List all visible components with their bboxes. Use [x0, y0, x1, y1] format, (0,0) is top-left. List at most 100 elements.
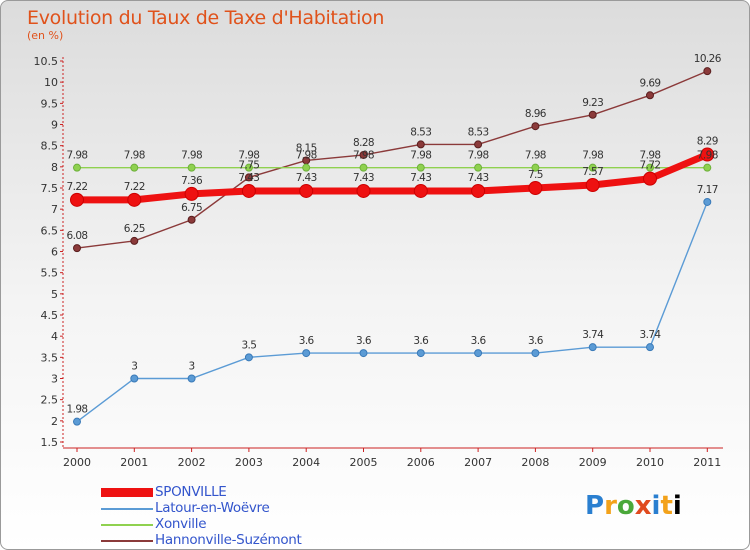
y-tick-label: 4.5: [41, 309, 59, 322]
x-tick-label: 2004: [292, 456, 320, 469]
series-xonville: [73, 163, 712, 172]
data-label: 7.72: [640, 160, 661, 172]
data-label: 3.6: [528, 335, 544, 347]
y-tick-label: 4: [51, 330, 58, 343]
data-point: [302, 163, 311, 172]
data-label: 7.98: [468, 150, 489, 162]
data-point: [703, 197, 712, 206]
data-point: [531, 122, 540, 131]
data-point: [531, 349, 540, 358]
data-point: [73, 244, 81, 253]
data-point: [73, 163, 81, 172]
data-label: 6.08: [67, 230, 88, 242]
legend-label: Latour-en-Woëvre: [155, 500, 270, 516]
data-label: 3.6: [471, 335, 487, 347]
data-label: 8.96: [525, 108, 547, 120]
data-point: [127, 192, 142, 207]
data-label: 6.25: [124, 223, 145, 235]
legend-label: SPONVILLE: [155, 484, 227, 500]
data-point: [474, 140, 483, 149]
data-point: [528, 181, 543, 195]
series-layer: [70, 67, 715, 426]
data-point: [356, 183, 371, 198]
legend-swatch: [101, 488, 153, 497]
x-tick-label: 2008: [521, 456, 549, 469]
data-label: 7.43: [238, 172, 259, 184]
data-label: 7.57: [582, 166, 603, 178]
data-label: 7.5: [528, 169, 543, 181]
data-label: 3.74: [582, 329, 604, 341]
series-line: [76, 201, 708, 423]
data-label: 3: [189, 361, 195, 373]
series-latour-en-wo-vre: [73, 197, 712, 426]
data-label: 7.36: [181, 175, 203, 187]
data-point: [588, 110, 597, 119]
y-tick-label: 2: [51, 415, 58, 428]
y-tick-label: 8.5: [41, 140, 59, 153]
data-label: 1.98: [67, 404, 88, 416]
data-label: 7.43: [410, 172, 431, 184]
data-label: 7.98: [697, 150, 718, 162]
x-tick-label: 2011: [693, 456, 721, 469]
x-tick-label: 2005: [350, 456, 378, 469]
legend-label: Hannonville-Suzémont: [155, 532, 302, 548]
y-tick-label: 2.5: [41, 394, 59, 407]
data-point: [643, 171, 657, 186]
data-label: 8.53: [468, 126, 489, 138]
data-point: [244, 353, 253, 362]
data-label: 7.98: [124, 150, 145, 162]
data-point: [299, 183, 314, 198]
data-point: [474, 163, 483, 172]
data-label: 7.98: [238, 150, 259, 162]
x-tick-label: 2002: [178, 456, 206, 469]
data-point: [646, 343, 654, 352]
y-tick-label: 10.5: [34, 55, 59, 68]
y-tick-label: 5: [51, 288, 58, 301]
data-point: [588, 343, 597, 352]
data-label: 3.6: [299, 335, 315, 347]
data-label: 7.17: [697, 184, 718, 196]
y-tick-label: 7: [51, 203, 58, 216]
data-point: [359, 150, 368, 159]
data-label: 3.6: [413, 335, 429, 347]
data-label: 9.23: [582, 97, 603, 109]
data-point: [130, 236, 139, 245]
data-label: 7.98: [410, 150, 431, 162]
data-label: 3.74: [640, 329, 662, 341]
data-label: 7.98: [640, 150, 661, 162]
data-label: 7.98: [582, 150, 603, 162]
data-label: 8.28: [353, 137, 374, 149]
data-point: [187, 215, 196, 224]
data-point: [703, 67, 712, 76]
data-point: [241, 183, 256, 198]
data-point: [130, 374, 139, 383]
data-point: [474, 349, 483, 358]
data-point: [187, 163, 196, 172]
data-label: 7.22: [67, 181, 88, 193]
data-point: [416, 140, 425, 149]
data-point: [187, 374, 196, 383]
data-label: 3.6: [356, 335, 372, 347]
data-label: 9.69: [640, 77, 661, 89]
y-tick-label: 8: [51, 161, 58, 174]
x-tick-label: 2003: [235, 456, 263, 469]
data-point: [416, 349, 425, 358]
data-label: 7.98: [353, 150, 374, 162]
data-point: [700, 147, 715, 162]
proxiti-logo: Proxiti: [585, 491, 682, 521]
legend-swatch: [101, 524, 153, 526]
data-point: [302, 349, 311, 358]
x-tick-label: 2000: [63, 456, 91, 469]
data-label: 7.98: [296, 150, 317, 162]
data-point: [359, 163, 368, 172]
x-tick-label: 2010: [636, 456, 664, 469]
series-hannonville-suz-mont: [73, 67, 712, 253]
y-tick-label: 3.5: [41, 351, 59, 364]
data-label: 7.98: [67, 150, 88, 162]
y-tick-label: 6.5: [41, 224, 59, 237]
x-tick-label: 2001: [120, 456, 148, 469]
y-tick-label: 3: [51, 373, 58, 386]
data-label: 6.75: [181, 202, 202, 214]
